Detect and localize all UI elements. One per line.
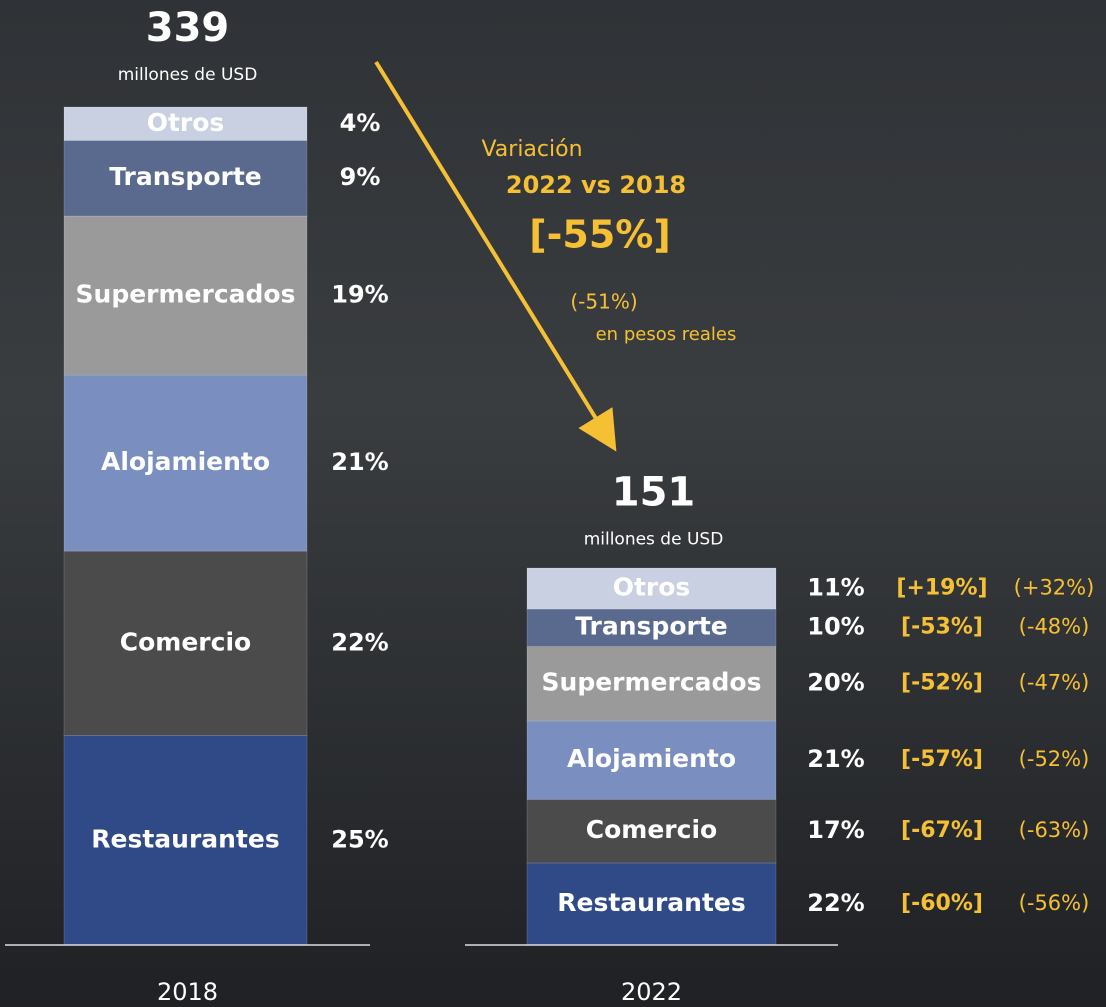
value-label: 19% bbox=[331, 281, 388, 309]
value-label: 22% bbox=[807, 889, 864, 917]
annotation: (-51%) bbox=[570, 290, 637, 314]
change-label: [-53%] bbox=[901, 615, 983, 640]
value-label: 9% bbox=[340, 163, 381, 191]
change-label: [-57%] bbox=[901, 747, 983, 772]
real-change-label: (-48%) bbox=[1019, 615, 1090, 639]
value-label: 10% bbox=[807, 613, 864, 641]
total-unit: millones de USD bbox=[118, 65, 258, 85]
value-label: 25% bbox=[331, 825, 388, 853]
bar-segment bbox=[63, 215, 308, 376]
x-tick-label: 2018 bbox=[157, 978, 218, 1006]
value-label: 21% bbox=[807, 745, 864, 773]
segment-label: Comercio bbox=[586, 815, 717, 844]
real-change-label: (-52%) bbox=[1019, 747, 1090, 771]
total-value: 339 bbox=[146, 5, 230, 51]
real-change-label: (-47%) bbox=[1019, 671, 1090, 695]
value-label: 4% bbox=[340, 109, 381, 137]
change-label: [-67%] bbox=[901, 818, 983, 843]
segment-label: Supermercados bbox=[76, 280, 296, 309]
arrow bbox=[374, 60, 617, 452]
real-change-label: (-63%) bbox=[1019, 818, 1090, 842]
value-label: 20% bbox=[807, 669, 864, 697]
annotation: [-55%] bbox=[529, 213, 670, 257]
segment-label: Alojamiento bbox=[101, 447, 270, 476]
segment-label: Restaurantes bbox=[91, 824, 280, 853]
value-label: 21% bbox=[331, 448, 388, 476]
value-label: 11% bbox=[807, 574, 864, 602]
bar-segment bbox=[63, 140, 308, 217]
segment-label: Otros bbox=[147, 108, 225, 137]
bar-segment bbox=[63, 374, 308, 552]
segment-label: Otros bbox=[613, 573, 691, 602]
value-label: 17% bbox=[807, 816, 864, 844]
bar-segment bbox=[526, 608, 777, 647]
annotation: Variación bbox=[481, 137, 582, 162]
real-change-label: (-56%) bbox=[1019, 891, 1090, 915]
bar-segment bbox=[63, 106, 308, 142]
total-unit: millones de USD bbox=[584, 530, 724, 550]
annotation: 2022 vs 2018 bbox=[506, 171, 686, 199]
bar-segment bbox=[526, 862, 777, 946]
segment-label: Restaurantes bbox=[557, 888, 746, 917]
segment-label: Transporte bbox=[109, 162, 262, 191]
value-label: 22% bbox=[331, 628, 388, 656]
bar-segment bbox=[526, 798, 777, 864]
segment-label: Transporte bbox=[575, 612, 728, 641]
total-value: 151 bbox=[612, 470, 696, 516]
bar-segment bbox=[63, 735, 308, 946]
segment-label: Comercio bbox=[120, 627, 251, 656]
change-label: [-60%] bbox=[901, 891, 983, 916]
change-label: [+19%] bbox=[896, 576, 987, 601]
segment-label: Alojamiento bbox=[567, 744, 736, 773]
annotation: en pesos reales bbox=[596, 324, 737, 345]
real-change-label: (+32%) bbox=[1014, 576, 1095, 600]
bar-segment bbox=[526, 567, 777, 610]
x-tick-label: 2022 bbox=[621, 978, 682, 1006]
segment-label: Supermercados bbox=[542, 668, 762, 697]
bar-segment bbox=[63, 550, 308, 737]
bar-segment bbox=[526, 645, 777, 722]
bar-segment bbox=[526, 720, 777, 800]
change-label: [-52%] bbox=[901, 671, 983, 696]
